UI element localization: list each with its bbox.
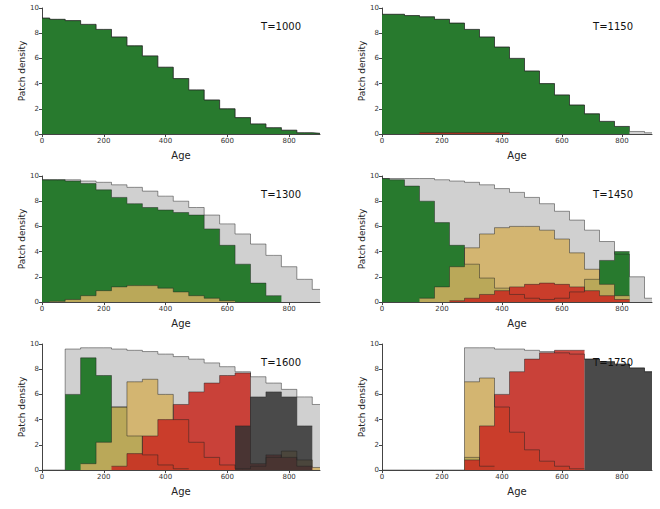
svg-text:600: 600 <box>221 305 234 313</box>
svg-text:10: 10 <box>370 172 379 180</box>
svg-text:4: 4 <box>375 248 380 256</box>
svg-text:200: 200 <box>97 473 110 481</box>
svg-text:400: 400 <box>495 137 508 145</box>
svg-text:6: 6 <box>375 390 380 398</box>
svg-text:2: 2 <box>375 441 379 449</box>
svg-text:T=1750: T=1750 <box>592 357 633 368</box>
svg-text:800: 800 <box>282 305 295 313</box>
svg-text:Age: Age <box>507 486 526 497</box>
svg-text:T=1600: T=1600 <box>260 357 301 368</box>
svg-text:0: 0 <box>35 466 39 474</box>
svg-text:Age: Age <box>171 318 190 329</box>
svg-text:200: 200 <box>435 137 448 145</box>
svg-text:4: 4 <box>375 416 380 424</box>
svg-text:2: 2 <box>375 273 379 281</box>
svg-text:0: 0 <box>375 466 379 474</box>
svg-text:4: 4 <box>35 80 40 88</box>
svg-text:T=1300: T=1300 <box>260 189 301 200</box>
svg-text:200: 200 <box>435 473 448 481</box>
svg-text:0: 0 <box>35 298 39 306</box>
svg-text:400: 400 <box>159 305 172 313</box>
svg-text:4: 4 <box>35 248 40 256</box>
svg-text:400: 400 <box>495 305 508 313</box>
svg-text:Patch density: Patch density <box>357 40 367 101</box>
svg-text:600: 600 <box>555 473 568 481</box>
svg-text:800: 800 <box>615 305 628 313</box>
svg-text:Patch density: Patch density <box>17 40 27 101</box>
svg-text:200: 200 <box>97 305 110 313</box>
svg-text:800: 800 <box>282 137 295 145</box>
svg-text:4: 4 <box>35 416 40 424</box>
svg-text:6: 6 <box>35 54 40 62</box>
svg-text:600: 600 <box>555 137 568 145</box>
svg-text:200: 200 <box>97 137 110 145</box>
svg-text:8: 8 <box>35 29 39 37</box>
svg-text:8: 8 <box>375 197 379 205</box>
svg-text:Age: Age <box>171 150 190 161</box>
svg-text:200: 200 <box>435 305 448 313</box>
svg-text:8: 8 <box>375 365 379 373</box>
svg-text:2: 2 <box>375 105 379 113</box>
svg-text:6: 6 <box>375 222 380 230</box>
svg-text:2: 2 <box>35 273 39 281</box>
svg-text:10: 10 <box>30 4 39 12</box>
svg-text:T=1000: T=1000 <box>260 21 301 32</box>
svg-text:0: 0 <box>380 473 384 481</box>
svg-text:800: 800 <box>615 473 628 481</box>
svg-text:Patch density: Patch density <box>17 376 27 437</box>
svg-text:Patch density: Patch density <box>357 376 367 437</box>
svg-text:0: 0 <box>40 473 44 481</box>
svg-text:Age: Age <box>171 486 190 497</box>
svg-text:10: 10 <box>370 4 379 12</box>
svg-text:0: 0 <box>380 137 384 145</box>
svg-text:400: 400 <box>159 137 172 145</box>
svg-text:6: 6 <box>35 390 40 398</box>
svg-text:600: 600 <box>221 137 234 145</box>
svg-text:600: 600 <box>555 305 568 313</box>
svg-text:0: 0 <box>40 137 44 145</box>
svg-text:Patch density: Patch density <box>357 208 367 269</box>
svg-text:0: 0 <box>35 130 39 138</box>
svg-text:400: 400 <box>495 473 508 481</box>
svg-text:Patch density: Patch density <box>17 208 27 269</box>
svg-text:6: 6 <box>375 54 380 62</box>
svg-text:0: 0 <box>375 298 379 306</box>
svg-text:6: 6 <box>35 222 40 230</box>
svg-text:10: 10 <box>370 340 379 348</box>
svg-text:0: 0 <box>375 130 379 138</box>
svg-text:600: 600 <box>221 473 234 481</box>
svg-text:0: 0 <box>380 305 384 313</box>
svg-text:400: 400 <box>159 473 172 481</box>
svg-text:2: 2 <box>35 441 39 449</box>
svg-text:8: 8 <box>35 365 39 373</box>
svg-text:8: 8 <box>375 29 379 37</box>
svg-text:10: 10 <box>30 172 39 180</box>
svg-text:800: 800 <box>615 137 628 145</box>
svg-text:8: 8 <box>35 197 39 205</box>
svg-text:2: 2 <box>35 105 39 113</box>
svg-text:Age: Age <box>507 318 526 329</box>
svg-text:0: 0 <box>40 305 44 313</box>
svg-text:Age: Age <box>507 150 526 161</box>
svg-text:800: 800 <box>282 473 295 481</box>
svg-text:10: 10 <box>30 340 39 348</box>
svg-text:4: 4 <box>375 80 380 88</box>
svg-text:T=1450: T=1450 <box>592 189 633 200</box>
svg-text:T=1150: T=1150 <box>592 21 633 32</box>
